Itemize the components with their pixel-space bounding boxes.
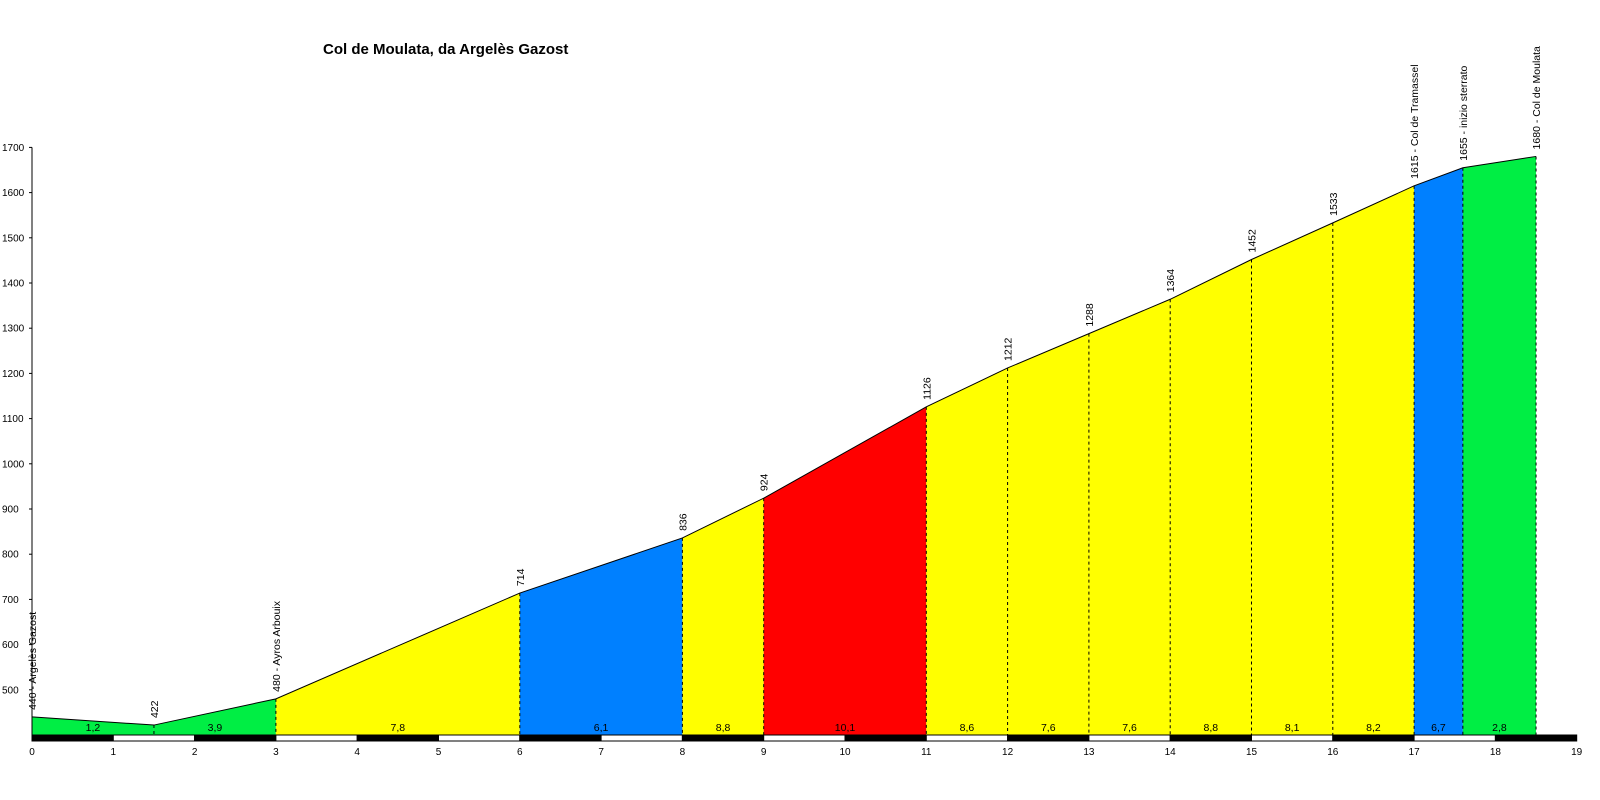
y-tick-label: 1400: [2, 279, 25, 290]
y-tick-label: 1500: [2, 233, 25, 244]
km-bar-segment: [763, 734, 846, 742]
altitude-point-label: 1126: [921, 377, 933, 400]
altitude-point-label: 440 - Argelès Gazost: [27, 612, 39, 710]
km-bar-segment: [275, 734, 358, 742]
y-tick-label: 900: [2, 505, 19, 516]
x-tick-label: 17: [1409, 747, 1421, 758]
gradient-segment: [519, 537, 683, 735]
segment-gradient-label: 3,9: [208, 722, 223, 734]
x-tick-label: 8: [680, 747, 686, 758]
y-tick-label: 1200: [2, 369, 25, 380]
segment-gradient-label: 8,8: [1204, 722, 1219, 734]
segment-gradient-label: 7,6: [1122, 722, 1137, 734]
x-tick-label: 9: [761, 747, 767, 758]
y-tick-label: 800: [2, 550, 19, 561]
y-tick-label: 1600: [2, 188, 25, 199]
gradient-segment: [926, 367, 1008, 735]
km-bar-segment: [600, 734, 683, 742]
altitude-point-label: 1364: [1165, 269, 1177, 293]
km-bar-segment: [681, 734, 765, 742]
x-tick-label: 3: [273, 747, 279, 758]
km-bar-segment: [1007, 734, 1090, 742]
segment-gradient-label: 8,6: [960, 722, 975, 734]
altitude-point-label: 1212: [1003, 337, 1015, 361]
km-bar-segment: [1413, 734, 1496, 742]
gradient-segment: [1170, 259, 1252, 735]
gradient-segment: [682, 498, 764, 735]
x-tick-label: 13: [1083, 747, 1095, 758]
segment-gradient-label: 8,1: [1285, 722, 1300, 734]
gradient-segment: [1332, 185, 1415, 735]
segment-gradient-label: 10,1: [835, 722, 856, 734]
altitude-point-label: 480 - Ayros Arbouix: [271, 600, 283, 692]
gradient-segment: [32, 716, 154, 735]
x-tick-label: 2: [192, 747, 198, 758]
y-tick-label: 1700: [2, 143, 25, 154]
x-tick-label: 18: [1490, 747, 1502, 758]
altitude-point-label: 1452: [1247, 229, 1259, 253]
gradient-segment: [1007, 333, 1089, 735]
gradient-segment: [153, 698, 276, 735]
segment-gradient-label: 6,7: [1431, 722, 1446, 734]
x-tick-label: 12: [1002, 747, 1014, 758]
y-tick-label: 1100: [2, 414, 24, 425]
x-tick-label: 5: [436, 747, 442, 758]
x-tick-label: 10: [839, 747, 851, 758]
km-bar-segment: [1169, 734, 1252, 742]
y-tick-label: 1000: [2, 459, 25, 470]
altitude-point-label: 714: [515, 568, 527, 586]
chart-title: Col de Moulata, da Argelès Gazost: [323, 41, 568, 58]
km-bar-segment: [1088, 734, 1171, 742]
km-bar-segment: [438, 734, 521, 742]
segment-gradient-label: 6,1: [594, 722, 609, 734]
x-tick-label: 11: [921, 747, 932, 758]
x-tick-label: 1: [111, 747, 117, 758]
km-bar-segment: [925, 734, 1009, 742]
x-tick-label: 15: [1246, 747, 1258, 758]
gradient-segment: [1251, 222, 1333, 735]
x-tick-label: 14: [1165, 747, 1177, 758]
gradient-segment: [1414, 167, 1463, 736]
km-bar-segment: [31, 734, 114, 742]
km-bar-segment: [519, 734, 602, 742]
km-bar-segment: [112, 734, 196, 742]
x-tick-label: 0: [29, 747, 35, 758]
x-tick-label: 6: [517, 747, 523, 758]
km-bar-segment: [1251, 734, 1334, 742]
segment-gradient-label: 8,8: [716, 722, 731, 734]
y-tick-label: 1300: [2, 324, 25, 335]
altitude-point-label: 1615 - Col de Tramassel: [1409, 64, 1421, 178]
gradient-segment: [763, 406, 927, 735]
segment-gradient-label: 8,2: [1366, 722, 1381, 734]
altitude-point-label: 1680 - Col de Moulata: [1531, 46, 1543, 149]
x-tick-label: 16: [1327, 747, 1339, 758]
altitude-point-label: 1655 - inizio sterrato: [1458, 65, 1470, 160]
km-bar-segment: [194, 734, 277, 742]
gradient-segment: [1462, 156, 1537, 735]
altitude-point-label: 836: [677, 513, 689, 531]
segment-gradient-label: 1,2: [86, 722, 101, 734]
segment-gradient-label: 2,8: [1492, 722, 1507, 734]
gradient-segment: [275, 593, 520, 735]
km-bar-segment: [1332, 734, 1415, 742]
gradient-segment: [1088, 299, 1171, 735]
altitude-point-label: 1533: [1328, 192, 1340, 216]
x-tick-label: 7: [598, 747, 604, 758]
x-tick-label: 4: [354, 747, 360, 758]
altitude-point-label: 924: [759, 473, 771, 491]
altitude-point-label: 422: [149, 700, 161, 718]
y-tick-label: 600: [2, 640, 19, 651]
y-tick-label: 700: [2, 595, 19, 606]
x-tick-label: 19: [1571, 747, 1583, 758]
y-tick-label: 500: [2, 685, 19, 696]
altitude-point-label: 1288: [1084, 303, 1096, 327]
profile-line: [31, 155, 1537, 726]
km-bar-segment: [1494, 734, 1578, 742]
km-bar-segment: [356, 734, 440, 742]
km-bar-segment: [844, 734, 927, 742]
segment-gradient-label: 7,6: [1041, 722, 1056, 734]
segment-gradient-label: 7,8: [391, 722, 406, 734]
